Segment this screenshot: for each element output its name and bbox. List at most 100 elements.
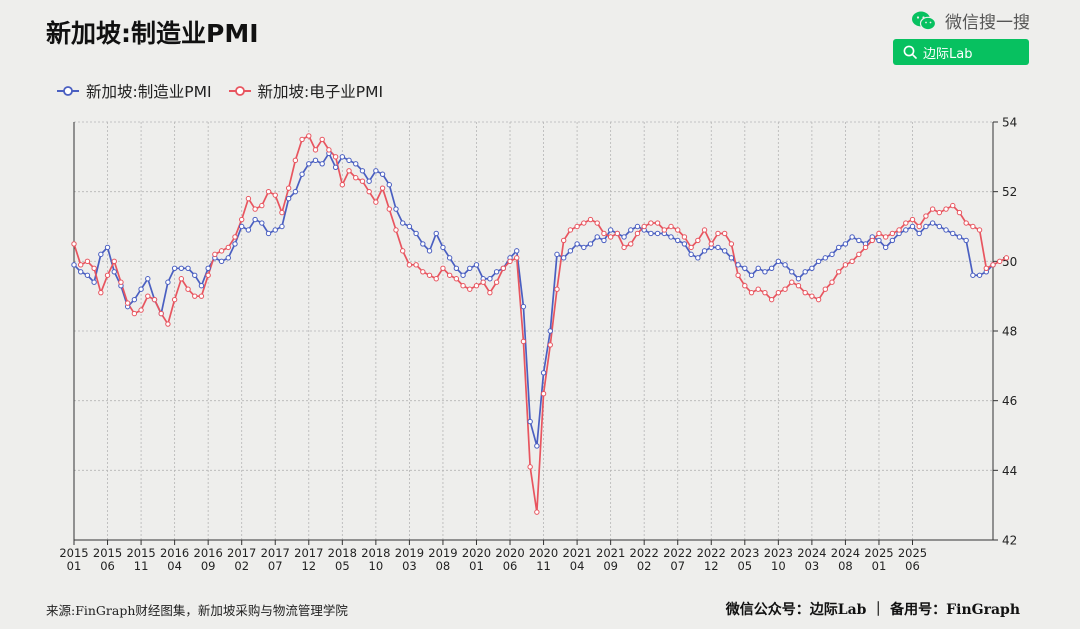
data-point-electronics	[326, 147, 332, 153]
data-point-manufacturing	[98, 251, 104, 258]
series-line-manufacturing	[73, 152, 994, 447]
data-point-manufacturing	[970, 272, 976, 278]
data-point-manufacturing	[225, 255, 231, 261]
data-point-electronics	[903, 220, 909, 226]
data-point-manufacturing	[755, 265, 761, 271]
data-point-manufacturing	[567, 248, 574, 254]
data-point-electronics	[621, 244, 627, 251]
legend-item-electronics[interactable]: 新加坡:电子业PMI	[228, 80, 383, 102]
data-point-manufacturing	[534, 443, 540, 449]
data-point-electronics	[862, 244, 869, 251]
data-point-electronics	[386, 206, 392, 212]
data-point-manufacturing	[467, 265, 473, 271]
data-point-electronics	[493, 279, 500, 285]
data-point-electronics	[601, 230, 607, 237]
data-point-manufacturing	[634, 223, 641, 230]
data-point-manufacturing	[312, 157, 319, 164]
data-point-manufacturing	[856, 237, 862, 244]
data-point-electronics	[782, 286, 788, 292]
credit-note: 微信公众号：边际Lab ｜ 备用号：FinGraph	[725, 602, 1020, 618]
data-point-manufacturing	[440, 244, 446, 251]
data-point-electronics	[232, 234, 238, 240]
data-point-manufacturing	[789, 269, 795, 275]
data-point-electronics	[634, 230, 641, 237]
data-point-electronics	[373, 199, 379, 205]
data-point-manufacturing	[675, 237, 681, 244]
data-point-manufacturing	[399, 220, 406, 226]
data-point-manufacturing	[292, 188, 299, 195]
data-point-manufacturing	[929, 220, 936, 226]
data-point-manufacturing	[279, 223, 285, 230]
data-point-electronics	[688, 244, 694, 251]
x-tick-label-month: 07	[268, 559, 283, 573]
y-tick-label: 54	[1002, 116, 1017, 130]
wechat-search-brand: 微信搜一搜	[911, 8, 1030, 33]
data-point-manufacturing	[138, 286, 144, 292]
data-point-manufacturing	[560, 255, 567, 261]
data-point-electronics	[178, 276, 185, 282]
data-point-manufacturing	[306, 161, 312, 167]
source-note: 来源:FinGraph财经图集，新加坡采购与物流管理学院	[46, 603, 348, 618]
data-point-manufacturing	[420, 241, 426, 247]
data-point-manufacturing	[433, 230, 439, 237]
data-point-manufacturing	[936, 223, 943, 230]
data-point-manufacturing	[574, 241, 580, 247]
data-point-manufacturing	[319, 161, 325, 167]
data-point-manufacturing	[185, 265, 191, 271]
data-point-electronics	[292, 157, 299, 164]
x-tick-label-year: 2017	[227, 546, 256, 560]
x-tick-label-month: 02	[234, 559, 249, 573]
data-point-manufacturing	[84, 272, 91, 278]
x-tick-label-month: 05	[737, 559, 752, 573]
x-tick-label-month: 06	[503, 559, 518, 573]
data-point-electronics	[560, 237, 567, 244]
data-point-electronics	[708, 241, 714, 247]
data-point-manufacturing	[628, 227, 634, 233]
data-point-manufacturing	[453, 265, 460, 271]
data-point-manufacturing	[192, 272, 198, 278]
data-point-electronics	[809, 293, 815, 299]
data-point-manufacturing	[332, 164, 339, 170]
data-point-manufacturing	[265, 230, 272, 237]
data-point-electronics	[554, 286, 560, 292]
y-tick-label: 44	[1002, 464, 1017, 478]
data-point-electronics	[822, 286, 828, 292]
data-point-electronics	[487, 289, 493, 296]
data-point-electronics	[446, 272, 453, 278]
x-tick-label-month: 03	[402, 559, 417, 573]
data-point-electronics	[131, 310, 138, 317]
data-point-manufacturing	[715, 244, 721, 251]
x-tick-label-month: 09	[603, 559, 618, 573]
data-point-manufacturing	[795, 276, 802, 282]
x-tick-label-year: 2020	[529, 546, 558, 560]
x-tick-label-month: 08	[436, 559, 451, 573]
data-point-manufacturing	[71, 262, 77, 268]
data-point-manufacturing	[836, 244, 842, 251]
data-point-electronics	[943, 206, 949, 212]
data-point-manufacturing	[406, 223, 413, 230]
x-tick-label-year: 2022	[663, 546, 692, 560]
data-point-electronics	[265, 188, 272, 195]
x-tick-label-year: 2021	[562, 546, 591, 560]
x-tick-label-month: 09	[201, 559, 216, 573]
data-point-electronics	[71, 241, 77, 247]
search-box[interactable]: 边际Lab	[893, 39, 1029, 65]
data-point-manufacturing	[876, 237, 882, 244]
x-tick-label-month: 06	[100, 559, 115, 573]
data-point-electronics	[339, 182, 346, 188]
data-point-electronics	[192, 293, 198, 299]
data-point-manufacturing	[460, 272, 466, 278]
data-point-electronics	[715, 230, 721, 237]
data-point-electronics	[520, 338, 527, 345]
data-point-electronics	[956, 209, 963, 216]
data-point-electronics	[681, 234, 688, 240]
data-point-electronics	[245, 195, 252, 202]
data-point-manufacturing	[594, 234, 600, 240]
legend-item-manufacturing[interactable]: 新加坡:制造业PMI	[56, 80, 212, 102]
data-point-manufacturing	[386, 182, 392, 188]
data-point-electronics	[158, 310, 164, 317]
data-point-electronics	[467, 286, 473, 292]
legend-label-manufacturing: 新加坡:制造业PMI	[86, 83, 212, 101]
data-point-electronics	[279, 209, 285, 216]
